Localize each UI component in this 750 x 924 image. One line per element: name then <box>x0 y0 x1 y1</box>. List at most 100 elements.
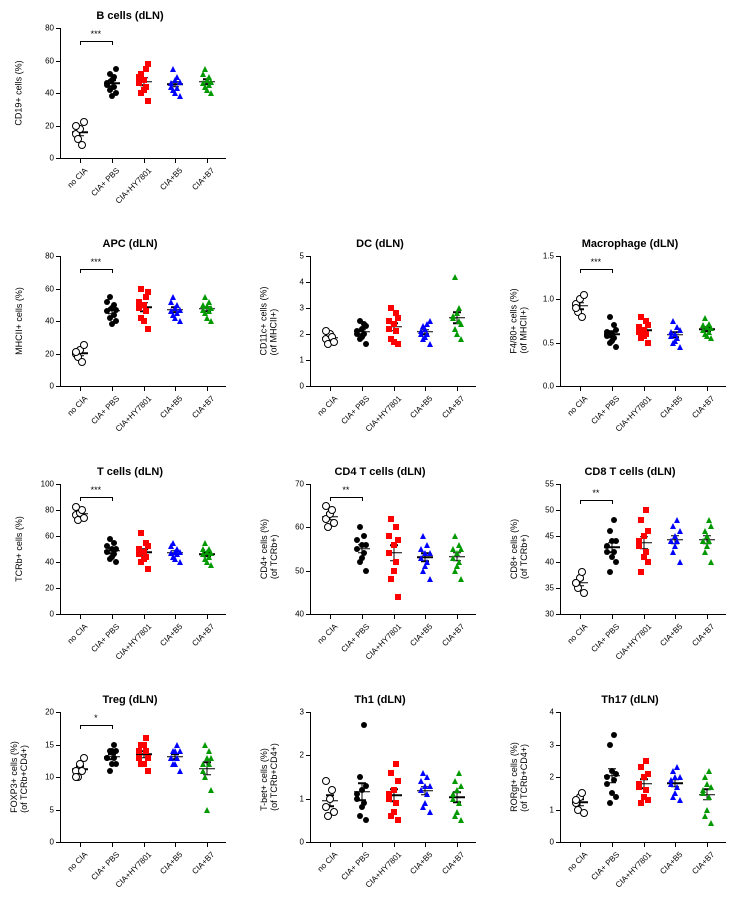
data-point <box>330 519 338 527</box>
data-point <box>138 71 144 77</box>
data-point <box>424 542 430 548</box>
data-point <box>706 538 712 544</box>
significance-label: ** <box>342 485 349 495</box>
data-point <box>363 783 369 789</box>
data-point <box>456 800 462 806</box>
data-point <box>677 528 683 534</box>
data-point <box>170 66 176 72</box>
data-point <box>145 768 151 774</box>
data-point <box>143 84 149 90</box>
data-point <box>702 549 708 555</box>
y-axis-label: CD4+ cells (%)(of TCRb+) <box>262 484 276 614</box>
data-point <box>636 784 642 790</box>
data-point <box>677 797 683 803</box>
data-point <box>700 787 706 793</box>
y-axis-label: TCRb+ cells (%) <box>12 484 26 614</box>
data-point <box>418 778 424 784</box>
data-point <box>388 305 394 311</box>
data-point <box>322 803 330 811</box>
data-point <box>361 800 367 806</box>
data-point <box>138 286 144 292</box>
data-point <box>206 748 212 754</box>
data-point <box>177 768 183 774</box>
data-point <box>670 318 676 324</box>
data-point <box>706 794 712 800</box>
data-point <box>363 568 369 574</box>
data-point <box>702 813 708 819</box>
plot-area: 01234 <box>560 712 726 843</box>
y-axis-label: RORgt+ cells (%)(of TCRb+CD4+) <box>512 712 526 842</box>
data-point <box>638 517 644 523</box>
significance-label: * <box>94 713 98 723</box>
data-point <box>420 323 426 329</box>
data-point <box>702 774 708 780</box>
data-point <box>677 559 683 565</box>
data-point <box>113 546 119 552</box>
data-point <box>604 781 610 787</box>
plot-area: 05101520* <box>60 712 226 843</box>
data-point <box>354 796 360 802</box>
data-point <box>677 344 683 350</box>
data-point <box>609 790 615 796</box>
data-point <box>363 542 369 548</box>
plot-area: 012345 <box>310 256 476 387</box>
data-point <box>107 294 113 300</box>
data-point <box>136 755 142 761</box>
data-point <box>456 559 462 565</box>
data-point <box>111 742 117 748</box>
data-point <box>611 517 617 523</box>
y-axis-label: CD19+ cells (%) <box>12 28 26 158</box>
data-point <box>111 551 117 557</box>
data-point <box>458 546 464 552</box>
data-point <box>206 761 212 767</box>
data-point <box>361 550 367 556</box>
data-point <box>208 755 214 761</box>
data-point <box>572 304 580 312</box>
data-point <box>607 569 613 575</box>
data-point <box>674 335 680 341</box>
data-point <box>177 549 183 555</box>
data-point <box>111 755 117 761</box>
data-point <box>72 348 80 356</box>
data-point <box>450 313 456 319</box>
data-point <box>607 742 613 748</box>
data-point <box>580 291 588 299</box>
data-point <box>613 538 619 544</box>
data-point <box>107 768 113 774</box>
x-axis-labels: no CIACIA+ PBSCIA+HY7801CIA+B5CIA+B7 <box>310 844 475 904</box>
data-point <box>418 546 424 552</box>
data-point <box>706 768 712 774</box>
data-point <box>172 556 178 562</box>
significance-label: *** <box>591 257 602 267</box>
data-point <box>109 93 115 99</box>
data-point <box>200 761 206 767</box>
data-point <box>670 523 676 529</box>
data-point <box>363 817 369 823</box>
data-point <box>638 569 644 575</box>
data-point <box>708 820 714 826</box>
y-axis-label: F4/80+ cells (%)(of MHCII+) <box>512 256 526 386</box>
data-point <box>580 809 588 817</box>
chart-title: Treg (dLN) <box>103 694 158 706</box>
data-point <box>330 338 338 346</box>
data-point <box>145 289 151 295</box>
data-point <box>672 790 678 796</box>
data-point <box>177 748 183 754</box>
data-point <box>645 322 651 328</box>
data-point <box>136 299 142 305</box>
data-point <box>450 791 456 797</box>
data-point <box>138 742 144 748</box>
data-point <box>361 722 367 728</box>
data-point <box>670 768 676 774</box>
data-point <box>111 84 117 90</box>
data-point <box>670 549 676 555</box>
data-point <box>607 528 613 534</box>
x-axis-labels: no CIACIA+ PBSCIA+HY7801CIA+B5CIA+B7 <box>60 616 225 676</box>
data-point <box>388 770 394 776</box>
data-point <box>708 523 714 529</box>
data-point <box>578 789 586 797</box>
x-axis-labels: no CIACIA+ PBSCIA+HY7801CIA+B5CIA+B7 <box>560 388 725 448</box>
data-point <box>393 800 399 806</box>
x-axis-labels: no CIACIA+ PBSCIA+HY7801CIA+B5CIA+B7 <box>60 388 225 448</box>
significance-label: *** <box>91 485 102 495</box>
